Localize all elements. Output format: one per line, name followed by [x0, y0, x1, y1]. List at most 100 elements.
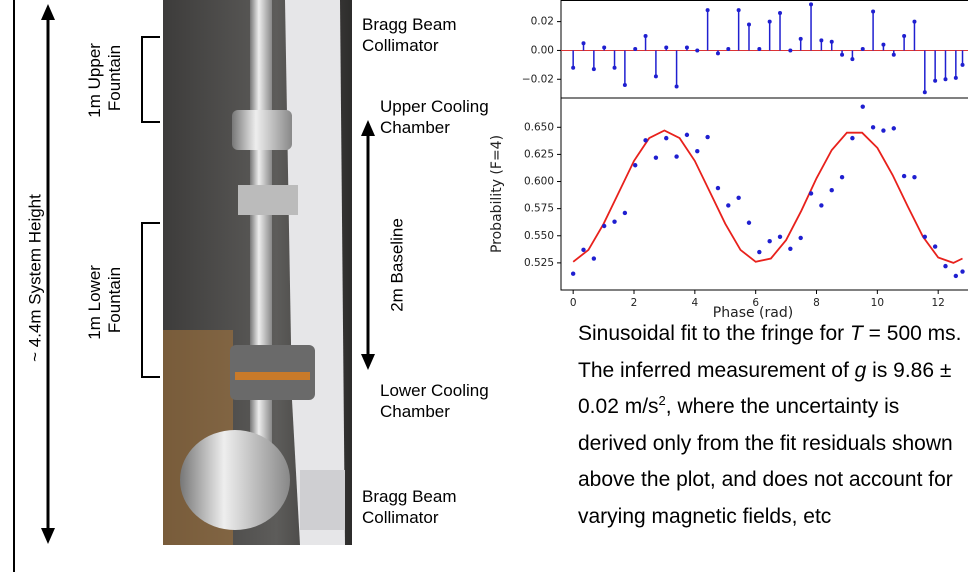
- label-line: Chamber: [380, 118, 450, 137]
- baseline-label: 2m Baseline: [387, 218, 406, 312]
- x-tick-label: 8: [813, 297, 820, 309]
- photo: [163, 0, 352, 545]
- data-point: [653, 155, 659, 160]
- data-point: [726, 203, 731, 208]
- y-tick-label: 0.600: [524, 176, 554, 188]
- data-point: [581, 247, 586, 253]
- caption: Sinusoidal fit to the fringe for T = 500…: [578, 316, 966, 535]
- stem-marker: [757, 47, 762, 51]
- data-point: [953, 273, 959, 279]
- label-line: Bragg Beam: [362, 487, 457, 506]
- data-point: [860, 104, 865, 109]
- data-point: [839, 174, 845, 180]
- arrow-head: [361, 354, 375, 370]
- data-point: [960, 269, 965, 274]
- stem-marker: [705, 8, 710, 13]
- stem-marker: [622, 83, 627, 88]
- stem-marker: [643, 34, 648, 39]
- caption-italic: T: [850, 322, 863, 345]
- stem-marker: [788, 48, 793, 53]
- y-tick-label: 0.00: [531, 44, 554, 56]
- upper-flange: [238, 185, 298, 215]
- upper-cooling-label: Upper Cooling Chamber: [380, 97, 493, 137]
- data-point: [922, 234, 928, 240]
- stem-marker: [695, 48, 700, 53]
- stem-marker: [871, 9, 876, 14]
- system-height-arrow: [41, 4, 55, 544]
- caption-italic: g: [854, 358, 867, 382]
- x-tick-label: 12: [932, 297, 945, 309]
- data-point: [767, 238, 772, 244]
- y-tick-label: −0.02: [522, 73, 554, 85]
- bragg-top-label: Bragg Beam Collimator: [362, 15, 461, 55]
- data-point: [695, 148, 700, 154]
- arrow-head: [41, 528, 55, 544]
- wall-panel: [285, 0, 345, 545]
- data-point: [798, 235, 803, 241]
- stem-marker: [581, 41, 586, 46]
- stem-marker: [840, 52, 845, 57]
- label-line: Chamber: [380, 402, 450, 421]
- x-tick-label: 4: [691, 297, 698, 309]
- stem-marker: [612, 65, 617, 70]
- stem-marker: [571, 65, 576, 70]
- stem-marker: [850, 57, 855, 62]
- label-line: Fountain: [105, 45, 124, 111]
- label-line: 1m Lower: [85, 265, 104, 340]
- y-tick-label: 0.550: [524, 230, 554, 242]
- lower-cooling-label: Lower Cooling Chamber: [380, 381, 493, 421]
- system-height-label: ~ 4.4m System Height: [25, 194, 44, 362]
- data-point: [746, 220, 752, 225]
- stem-marker: [664, 45, 669, 50]
- foil-collimator: [180, 430, 290, 530]
- stem-marker: [674, 84, 679, 89]
- steel-tube: [250, 0, 272, 500]
- arrow-head: [361, 120, 375, 136]
- stem-marker: [953, 75, 958, 80]
- stem-marker: [943, 77, 948, 82]
- y-tick-label: 0.575: [524, 203, 554, 215]
- label-line: 1m Upper: [85, 43, 104, 118]
- data-point: [870, 125, 876, 130]
- fit-curve: [572, 129, 963, 264]
- data-point: [901, 173, 907, 179]
- x-tick-label: 10: [871, 297, 884, 309]
- mount: [300, 470, 345, 530]
- bracket: [141, 36, 160, 123]
- label-line: Fountain: [105, 267, 124, 333]
- stem-marker: [933, 78, 938, 83]
- upper-fountain-label: 1m Upper Fountain: [85, 38, 124, 117]
- x-tick-label: 0: [570, 297, 577, 309]
- data-point: [705, 134, 710, 140]
- data-point: [736, 195, 741, 200]
- stem-marker: [653, 74, 658, 79]
- caption-text: = 500 ms. The inferred measurement of: [578, 322, 962, 382]
- y-tick-label: 0.02: [531, 16, 554, 28]
- stem-marker: [684, 45, 689, 50]
- stem-marker: [819, 38, 824, 43]
- data-point: [932, 244, 938, 249]
- data-point: [881, 128, 886, 133]
- data-point: [912, 174, 917, 180]
- stem-marker: [798, 36, 803, 41]
- data-point: [777, 234, 783, 240]
- upper-chamber: [232, 110, 292, 150]
- data-point: [891, 126, 896, 131]
- data-point: [757, 249, 762, 255]
- residual-axes: [560, 0, 968, 99]
- stem-marker: [715, 51, 720, 56]
- stem-marker: [809, 2, 814, 7]
- stem-marker: [767, 19, 772, 24]
- stem-marker: [736, 8, 741, 13]
- data-point: [643, 138, 648, 143]
- data-point: [622, 210, 628, 216]
- data-point: [943, 263, 948, 269]
- stem-marker: [778, 10, 783, 15]
- caption-text: is 9.86 ± 0.02 m/s: [578, 358, 952, 419]
- label-line: Bragg Beam: [362, 15, 457, 34]
- coil: [235, 372, 310, 380]
- data-point: [819, 203, 824, 208]
- data-point: [601, 223, 607, 229]
- y-axis-label: Probability (F=4): [489, 135, 505, 253]
